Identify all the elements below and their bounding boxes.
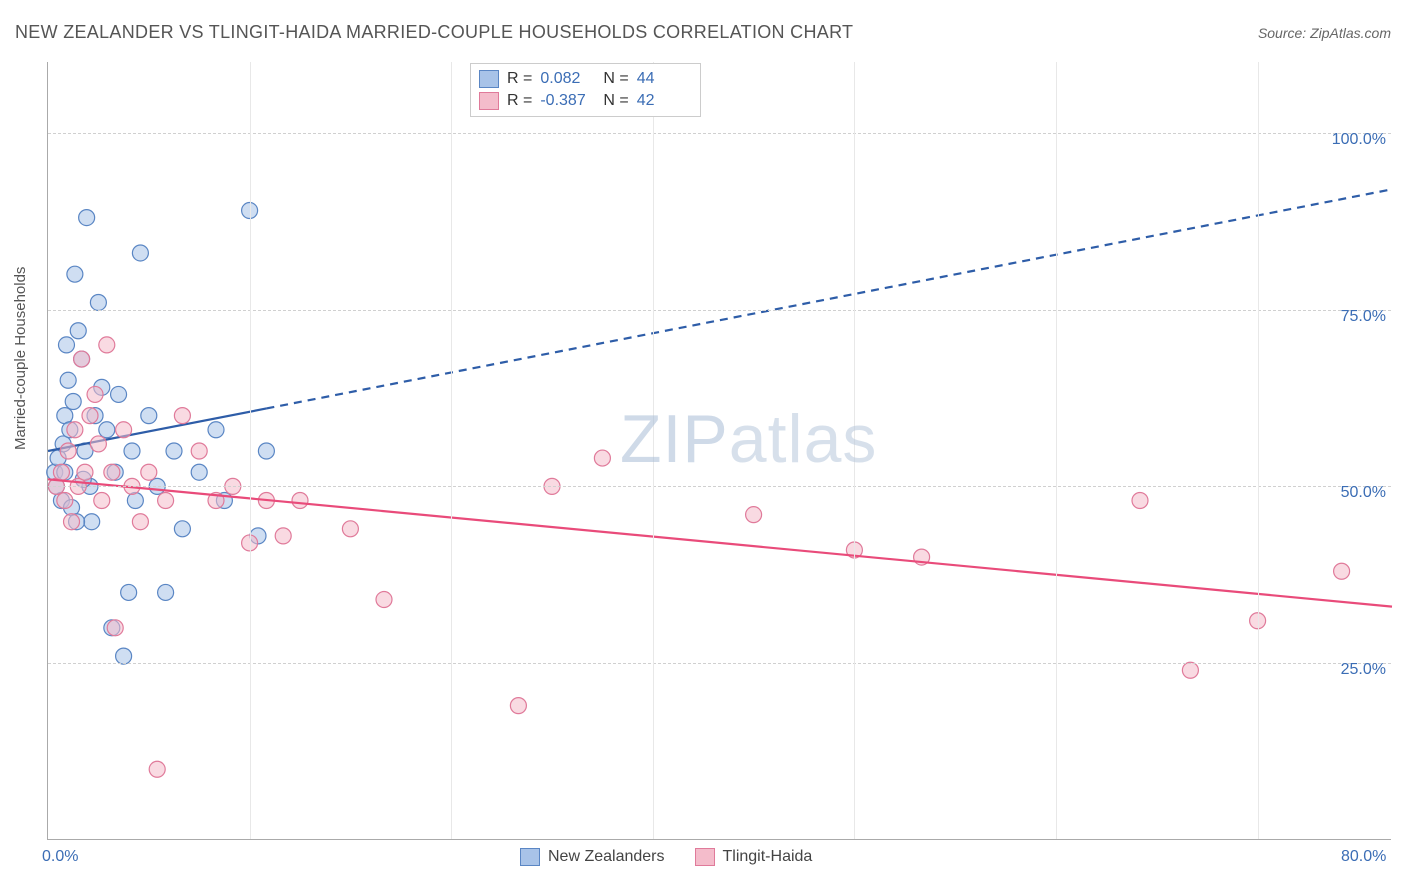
legend-item-0: New Zealanders xyxy=(520,848,665,866)
chart-source: Source: ZipAtlas.com xyxy=(1258,25,1391,41)
legend-swatch-1 xyxy=(695,848,715,866)
y-tick-label: 100.0% xyxy=(1332,131,1386,149)
data-point xyxy=(1334,563,1350,579)
data-point xyxy=(84,514,100,530)
data-point xyxy=(57,493,73,509)
x-tick-label: 0.0% xyxy=(42,848,78,866)
data-point xyxy=(127,493,143,509)
data-point xyxy=(1132,493,1148,509)
data-point xyxy=(132,514,148,530)
n-label-1: N = xyxy=(603,92,628,110)
data-point xyxy=(99,422,115,438)
data-point xyxy=(74,351,90,367)
data-point xyxy=(141,408,157,424)
r-label-1: R = xyxy=(507,92,532,110)
data-point xyxy=(166,443,182,459)
data-point xyxy=(141,464,157,480)
y-tick-label: 25.0% xyxy=(1341,661,1386,679)
data-point xyxy=(292,493,308,509)
data-point xyxy=(342,521,358,537)
data-point xyxy=(82,408,98,424)
data-point xyxy=(90,436,106,452)
data-point xyxy=(65,393,81,409)
data-point xyxy=(746,507,762,523)
r-value-0: 0.082 xyxy=(540,70,595,88)
data-point xyxy=(79,210,95,226)
stats-legend-box: R = 0.082 N = 44 R = -0.387 N = 42 xyxy=(470,63,701,117)
stats-row-1: R = -0.387 N = 42 xyxy=(479,90,692,112)
data-point xyxy=(67,266,83,282)
data-point xyxy=(104,464,120,480)
data-point xyxy=(208,422,224,438)
data-point xyxy=(64,514,80,530)
data-point xyxy=(158,493,174,509)
x-tick-label: 80.0% xyxy=(1341,848,1386,866)
data-point xyxy=(121,584,137,600)
gridline-v xyxy=(451,62,452,839)
data-point xyxy=(111,386,127,402)
data-point xyxy=(87,386,103,402)
bottom-legend: New Zealanders Tlingit-Haida xyxy=(520,848,812,866)
legend-label-0: New Zealanders xyxy=(548,848,665,866)
gridline-v xyxy=(250,62,251,839)
y-tick-label: 75.0% xyxy=(1341,308,1386,326)
swatch-series-0 xyxy=(479,70,499,88)
legend-item-1: Tlingit-Haida xyxy=(695,848,813,866)
stats-row-0: R = 0.082 N = 44 xyxy=(479,68,692,90)
data-point xyxy=(174,521,190,537)
data-point xyxy=(116,422,132,438)
data-point xyxy=(116,648,132,664)
data-point xyxy=(90,294,106,310)
data-point xyxy=(60,372,76,388)
n-value-0: 44 xyxy=(637,70,692,88)
data-point xyxy=(258,443,274,459)
source-prefix: Source: xyxy=(1258,25,1310,41)
r-label-0: R = xyxy=(507,70,532,88)
regression-line-dashed xyxy=(266,189,1392,408)
legend-label-1: Tlingit-Haida xyxy=(723,848,813,866)
data-point xyxy=(132,245,148,261)
gridline-v xyxy=(1258,62,1259,839)
n-value-1: 42 xyxy=(637,92,692,110)
data-point xyxy=(67,422,83,438)
watermark-thin: atlas xyxy=(729,401,878,477)
r-value-1: -0.387 xyxy=(540,92,595,110)
data-point xyxy=(77,464,93,480)
data-point xyxy=(94,493,110,509)
data-point xyxy=(275,528,291,544)
y-tick-label: 50.0% xyxy=(1341,484,1386,502)
legend-swatch-0 xyxy=(520,848,540,866)
data-point xyxy=(53,464,69,480)
data-point xyxy=(158,584,174,600)
n-label-0: N = xyxy=(603,70,628,88)
data-point xyxy=(60,443,76,459)
y-axis-label: Married-couple Households xyxy=(12,267,29,450)
data-point xyxy=(149,761,165,777)
data-point xyxy=(70,323,86,339)
watermark: ZIPatlas xyxy=(620,400,877,478)
chart-header: NEW ZEALANDER VS TLINGIT-HAIDA MARRIED-C… xyxy=(15,22,1391,43)
data-point xyxy=(107,620,123,636)
data-point xyxy=(191,443,207,459)
swatch-series-1 xyxy=(479,92,499,110)
data-point xyxy=(174,408,190,424)
data-point xyxy=(510,698,526,714)
data-point xyxy=(124,443,140,459)
source-name: ZipAtlas.com xyxy=(1310,25,1391,41)
gridline-v xyxy=(1056,62,1057,839)
watermark-bold: ZIP xyxy=(620,401,729,477)
data-point xyxy=(99,337,115,353)
data-point xyxy=(191,464,207,480)
data-point xyxy=(594,450,610,466)
data-point xyxy=(1182,662,1198,678)
chart-title: NEW ZEALANDER VS TLINGIT-HAIDA MARRIED-C… xyxy=(15,22,853,43)
data-point xyxy=(376,592,392,608)
data-point xyxy=(58,337,74,353)
